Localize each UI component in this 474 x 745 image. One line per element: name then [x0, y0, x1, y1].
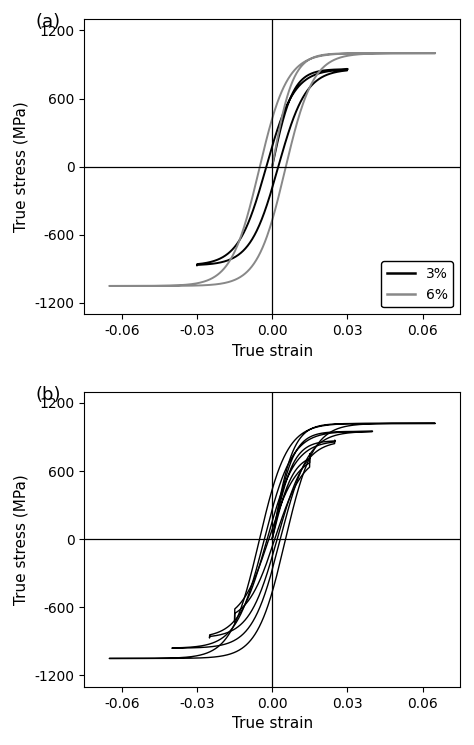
Y-axis label: True stress (MPa): True stress (MPa) [14, 474, 29, 605]
X-axis label: True strain: True strain [232, 716, 313, 731]
Y-axis label: True stress (MPa): True stress (MPa) [14, 101, 29, 232]
Text: (b): (b) [35, 386, 61, 404]
X-axis label: True strain: True strain [232, 343, 313, 358]
Text: (a): (a) [35, 13, 60, 31]
Legend: 3%, 6%: 3%, 6% [381, 261, 453, 308]
